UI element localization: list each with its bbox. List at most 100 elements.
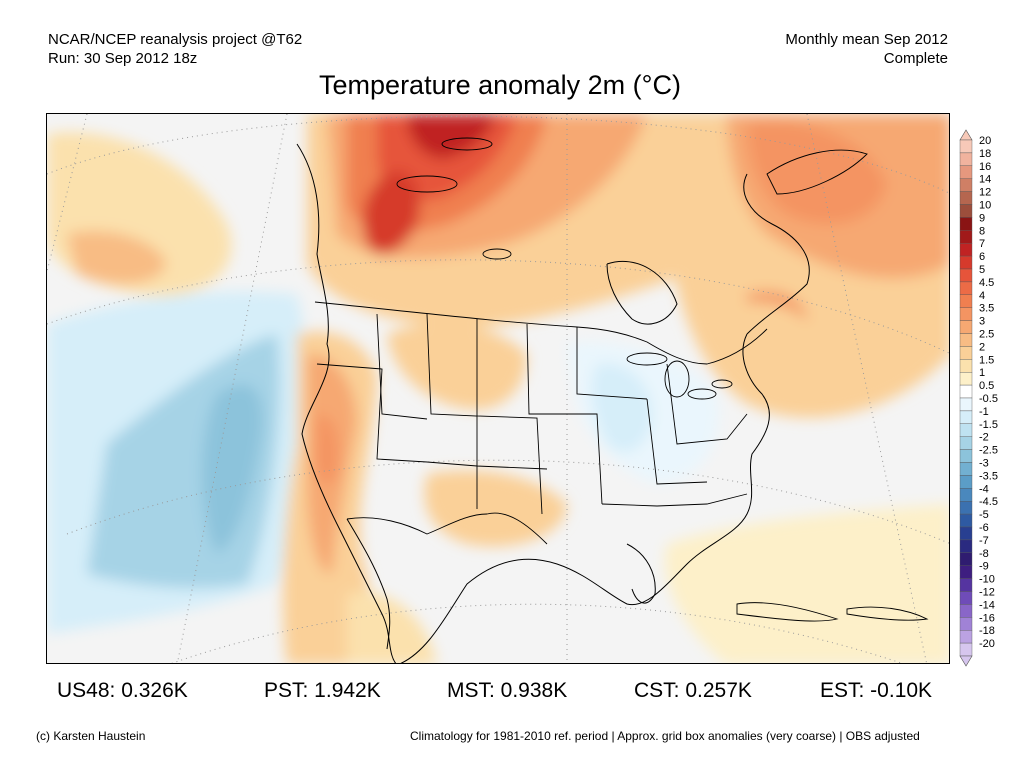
legend-swatch xyxy=(959,152,973,166)
legend-tick-label: 1 xyxy=(979,367,985,379)
legend-swatch xyxy=(959,307,973,321)
legend-tick-label: 9 xyxy=(979,212,985,224)
legend-swatch xyxy=(959,281,973,295)
legend-swatch xyxy=(959,488,973,502)
legend-tick-label: -9 xyxy=(979,561,989,573)
credit-label: (c) Karsten Haustein xyxy=(36,729,146,743)
map-title: Temperature anomaly 2m (°C) xyxy=(319,70,681,100)
legend-swatch xyxy=(959,501,973,515)
status-label: Complete xyxy=(883,50,948,67)
legend-tick-label: 20 xyxy=(979,135,991,147)
legend-swatch xyxy=(959,139,973,154)
period-label: Monthly mean Sep 2012 xyxy=(785,31,948,48)
legend-tick-label: -0.5 xyxy=(979,393,998,405)
legend-swatch xyxy=(959,591,973,605)
legend-tick-label: -2.5 xyxy=(979,445,998,457)
legend-tick-label: 12 xyxy=(979,187,991,199)
stat-pst: PST: 1.942K xyxy=(264,679,381,702)
legend-tick-label: 3 xyxy=(979,316,985,328)
legend-svg: 201816141210987654.543.532.521.510.5-0.5… xyxy=(959,129,998,667)
anomaly-fields xyxy=(47,114,949,663)
stat-est: EST: -0.10K xyxy=(820,679,933,702)
legend-swatch xyxy=(959,359,973,373)
legend-swatch xyxy=(959,642,973,657)
stat-us48: US48: 0.326K xyxy=(57,679,188,702)
legend-tick-label: -18 xyxy=(979,625,995,637)
legend-tick-label: -3.5 xyxy=(979,470,998,482)
header-right: Monthly mean Sep 2012 Complete xyxy=(785,30,948,68)
legend-swatch xyxy=(959,526,973,541)
legend-swatch xyxy=(959,191,973,205)
legend-swatch xyxy=(959,436,973,450)
legend-swatch xyxy=(959,217,973,231)
legend-tick-label: 6 xyxy=(979,251,985,263)
legend-tick-label: 10 xyxy=(979,200,991,212)
legend-swatch xyxy=(959,630,973,644)
legend-swatch xyxy=(959,565,973,579)
legend-tick-label: -3 xyxy=(979,458,989,470)
legend-tick-label: 4 xyxy=(979,290,985,302)
legend-tick-label: 2.5 xyxy=(979,329,994,341)
legend-swatch xyxy=(959,578,973,592)
legend-swatch xyxy=(959,397,973,412)
legend-tick-label: 0.5 xyxy=(979,380,994,392)
graticule xyxy=(47,114,949,663)
legend-swatch xyxy=(959,552,973,566)
legend-tick-label: 3.5 xyxy=(979,303,994,315)
legend-tick-label: -6 xyxy=(979,522,989,534)
coastlines xyxy=(296,143,810,663)
legend-swatch xyxy=(959,371,973,386)
legend-tick-label: 16 xyxy=(979,161,991,173)
stat-mst: MST: 0.938K xyxy=(447,679,568,702)
legend-tick-label: -16 xyxy=(979,612,995,624)
header-left: NCAR/NCEP reanalysis project @T62 Run: 3… xyxy=(48,30,302,68)
legend-swatch xyxy=(959,333,973,347)
legend-tick-label: -14 xyxy=(979,599,995,611)
legend-swatch xyxy=(959,462,973,476)
legend-swatch xyxy=(959,384,973,399)
legend-tick-label: 7 xyxy=(979,238,985,250)
legend-swatch xyxy=(959,539,973,553)
legend-swatch xyxy=(959,230,973,244)
legend-tick-label: -2 xyxy=(979,432,989,444)
borders xyxy=(314,301,768,545)
legend-swatch xyxy=(959,346,973,360)
legend-tick-label: -20 xyxy=(979,638,995,650)
legend-tick-label: 2 xyxy=(979,341,985,353)
map-canvas xyxy=(47,114,949,663)
legend-tick-label: 5 xyxy=(979,264,985,276)
legend-tick-label: -4 xyxy=(979,483,989,495)
legend-swatch xyxy=(959,475,973,489)
legend-tick-label: -4.5 xyxy=(979,496,998,508)
legend-tick-label: -12 xyxy=(979,587,995,599)
anomaly-map xyxy=(46,113,950,664)
legend-swatch xyxy=(959,604,973,618)
legend-tick-label: 18 xyxy=(979,148,991,160)
legend-swatch xyxy=(959,255,973,270)
legend-tick-label: -8 xyxy=(979,548,989,560)
legend-swatch xyxy=(959,242,973,257)
color-legend: 20 18 16 14 12 10 9 8 7 6 5 4.5 4 3.5 3 2.5 2 1.5 1 0.5 -0.5… xyxy=(958,128,1024,667)
legend-swatch xyxy=(959,165,973,179)
legend-swatch xyxy=(959,410,973,424)
legend-swatch xyxy=(959,294,973,308)
legend-top-arrow xyxy=(959,129,973,141)
legend-tick-label: -1.5 xyxy=(979,419,998,431)
legend-tick-label: 4.5 xyxy=(979,277,994,289)
legend-tick-label: 8 xyxy=(979,225,985,237)
legend-tick-label: 14 xyxy=(979,174,991,186)
legend-tick-label: -10 xyxy=(979,574,995,586)
lakes-islands xyxy=(396,137,929,622)
legend-tick-label: -7 xyxy=(979,535,989,547)
legend-bottom-arrow xyxy=(959,655,973,667)
stat-cst: CST: 0.257K xyxy=(634,679,752,702)
run-label: Run: 30 Sep 2012 18z xyxy=(48,50,198,67)
footnote: Climatology for 1981-2010 ref. period | … xyxy=(410,729,920,743)
legend-swatch xyxy=(959,617,973,631)
legend-swatch xyxy=(959,423,973,437)
legend-swatch xyxy=(959,178,973,192)
legend-tick-label: 1.5 xyxy=(979,354,994,366)
legend-swatch xyxy=(959,449,973,463)
legend-tick-label: -1 xyxy=(979,406,989,418)
legend-tick-label: -5 xyxy=(979,509,989,521)
